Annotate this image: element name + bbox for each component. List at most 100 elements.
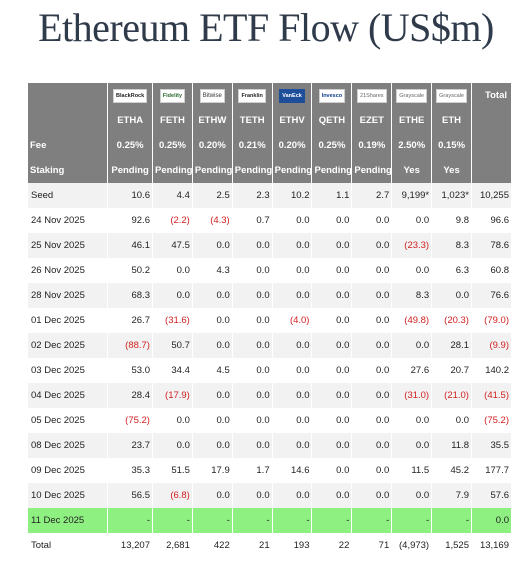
- table-cell: -: [152, 508, 193, 533]
- row-label: [28, 108, 109, 133]
- issuer-logo-row: BlackRock Fidelity Bitwise Franklin VanE…: [28, 83, 513, 108]
- table-cell: 0.0: [272, 233, 313, 258]
- table-cell: Pending: [351, 158, 393, 183]
- table-row: 24 Nov 2025 92.6 (2.2) (4.3) 0.7 0.0 0.0 0.0 0.0…: [28, 208, 513, 233]
- table-cell: 76.6: [471, 283, 513, 308]
- table-cell: 1,023*: [431, 183, 472, 208]
- table-cell: -: [107, 508, 153, 533]
- table-cell: 0.0: [272, 483, 313, 508]
- table-cell: 0.0: [391, 208, 433, 233]
- table-cell: 1,525: [431, 533, 472, 558]
- table-row: 01 Dec 2025 26.7 (31.6) 0.0 0.0 (4.0) 0.0 0.0 (4…: [28, 308, 513, 333]
- table-cell: 0.0: [351, 258, 393, 283]
- table-cell: 47.5: [152, 233, 193, 258]
- table-cell: 0.25%: [152, 133, 193, 158]
- grayscale-logo: Grayscale: [396, 88, 428, 103]
- table-cell: 96.6: [471, 208, 513, 233]
- table-cell: 7.9: [431, 483, 472, 508]
- table-cell: 53.0: [107, 358, 153, 383]
- table-cell: 9.8: [431, 208, 472, 233]
- table-cell: 10,255: [471, 183, 513, 208]
- table-cell: 0.0: [311, 308, 353, 333]
- table-cell: 0.0: [311, 258, 353, 283]
- table-cell: [471, 133, 513, 158]
- table-cell: 0.0: [232, 383, 273, 408]
- row-label: 24 Nov 2025: [28, 208, 109, 233]
- table-cell: 45.2: [431, 458, 472, 483]
- table-cell: 0.20%: [192, 133, 233, 158]
- table-cell: 0.0: [311, 458, 353, 483]
- table-cell: Yes: [431, 158, 472, 183]
- table-cell: 8.3: [431, 233, 472, 258]
- table-cell: 0.0: [232, 283, 273, 308]
- table-cell: (4,973): [391, 533, 433, 558]
- fee-row: Fee 0.25% 0.25% 0.20% 0.21% 0.20% 0.25% 0.19% 2.…: [28, 133, 513, 158]
- row-label: Fee: [28, 133, 109, 158]
- table-cell: [471, 108, 513, 133]
- table-cell: Pending: [192, 158, 233, 183]
- table-row: 05 Dec 2025 (75.2) 0.0 0.0 0.0 0.0 0.0 0.0 0.0 0.…: [28, 408, 513, 433]
- table-cell: 0.0: [391, 333, 433, 358]
- table-cell: 60.8: [471, 258, 513, 283]
- row-label: 03 Dec 2025: [28, 358, 109, 383]
- table-cell: 0.7: [232, 208, 273, 233]
- table-cell: (79.0): [471, 308, 513, 333]
- row-label: 04 Dec 2025: [28, 383, 109, 408]
- table-cell: 4.4: [152, 183, 193, 208]
- table-cell: 0.0: [272, 358, 313, 383]
- table-cell: 0.0: [272, 408, 313, 433]
- ticker-cell: ETH: [431, 108, 472, 133]
- table-cell: 2.50%: [391, 133, 433, 158]
- table-cell: 26.7: [107, 308, 153, 333]
- table-cell: 23.7: [107, 433, 153, 458]
- table-cell: 78.6: [471, 233, 513, 258]
- table-cell: 14.6: [272, 458, 313, 483]
- table-cell: 35.3: [107, 458, 153, 483]
- table-cell: (23.3): [391, 233, 433, 258]
- table-cell: [471, 158, 513, 183]
- table-cell: 10.2: [272, 183, 313, 208]
- table-cell: 0.0: [431, 283, 472, 308]
- ticker-cell: ETHW: [192, 108, 233, 133]
- row-label: 08 Dec 2025: [28, 433, 109, 458]
- table-cell: 0.0: [192, 308, 233, 333]
- table-cell: 0.0: [311, 333, 353, 358]
- table-cell: 0.21%: [232, 133, 273, 158]
- table-cell: Yes: [391, 158, 433, 183]
- table-cell: -: [232, 508, 273, 533]
- table-cell: 0.0: [152, 408, 193, 433]
- table-row: 10 Dec 2025 56.5 (6.8) 0.0 0.0 0.0 0.0 0.0 0.0 7.…: [28, 483, 513, 508]
- table-cell: 50.2: [107, 258, 153, 283]
- table-cell: 0.0: [471, 508, 513, 533]
- table-cell: 71: [351, 533, 393, 558]
- table-cell: 0.0: [311, 208, 353, 233]
- ticker-cell: ETHV: [272, 108, 313, 133]
- row-label: 28 Nov 2025: [28, 283, 109, 308]
- table-row: 04 Dec 2025 28.4 (17.9) 0.0 0.0 0.0 0.0 0.0 (31.…: [28, 383, 513, 408]
- grayscale-mini-logo: Grayscale: [436, 88, 467, 103]
- table-cell: -: [391, 508, 433, 533]
- table-cell: 0.0: [391, 258, 433, 283]
- table-cell: 0.0: [391, 433, 433, 458]
- table-row: 09 Dec 2025 35.3 51.5 17.9 1.7 14.6 0.0 0.0 11.5…: [28, 458, 513, 483]
- table-cell: 0.0: [232, 333, 273, 358]
- table-cell: 0.0: [152, 283, 193, 308]
- table-cell: (21.0): [431, 383, 472, 408]
- table-cell: 68.3: [107, 283, 153, 308]
- table-cell: -: [192, 508, 233, 533]
- row-label: 01 Dec 2025: [28, 308, 109, 333]
- table-cell: 0.20%: [272, 133, 313, 158]
- corner-cell: [28, 83, 109, 108]
- table-cell: Pending: [272, 158, 313, 183]
- table-cell: 0.0: [351, 208, 393, 233]
- 21shares-logo: 21Shares: [357, 88, 387, 103]
- table-cell: 51.5: [152, 458, 193, 483]
- table-cell: 0.0: [192, 283, 233, 308]
- table-cell: 0.0: [192, 433, 233, 458]
- table-cell: 22: [311, 533, 353, 558]
- table-cell: 1.7: [232, 458, 273, 483]
- table-cell: 422: [192, 533, 233, 558]
- row-label: Seed: [28, 183, 109, 208]
- table-cell: 2,681: [152, 533, 193, 558]
- table-cell: Pending: [311, 158, 353, 183]
